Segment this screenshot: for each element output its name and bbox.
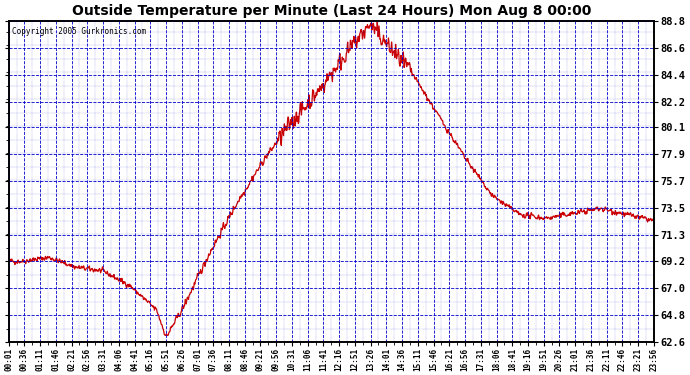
Title: Outside Temperature per Minute (Last 24 Hours) Mon Aug 8 00:00: Outside Temperature per Minute (Last 24 … <box>72 4 591 18</box>
Text: Copyright 2005 Gurkronics.com: Copyright 2005 Gurkronics.com <box>12 27 146 36</box>
